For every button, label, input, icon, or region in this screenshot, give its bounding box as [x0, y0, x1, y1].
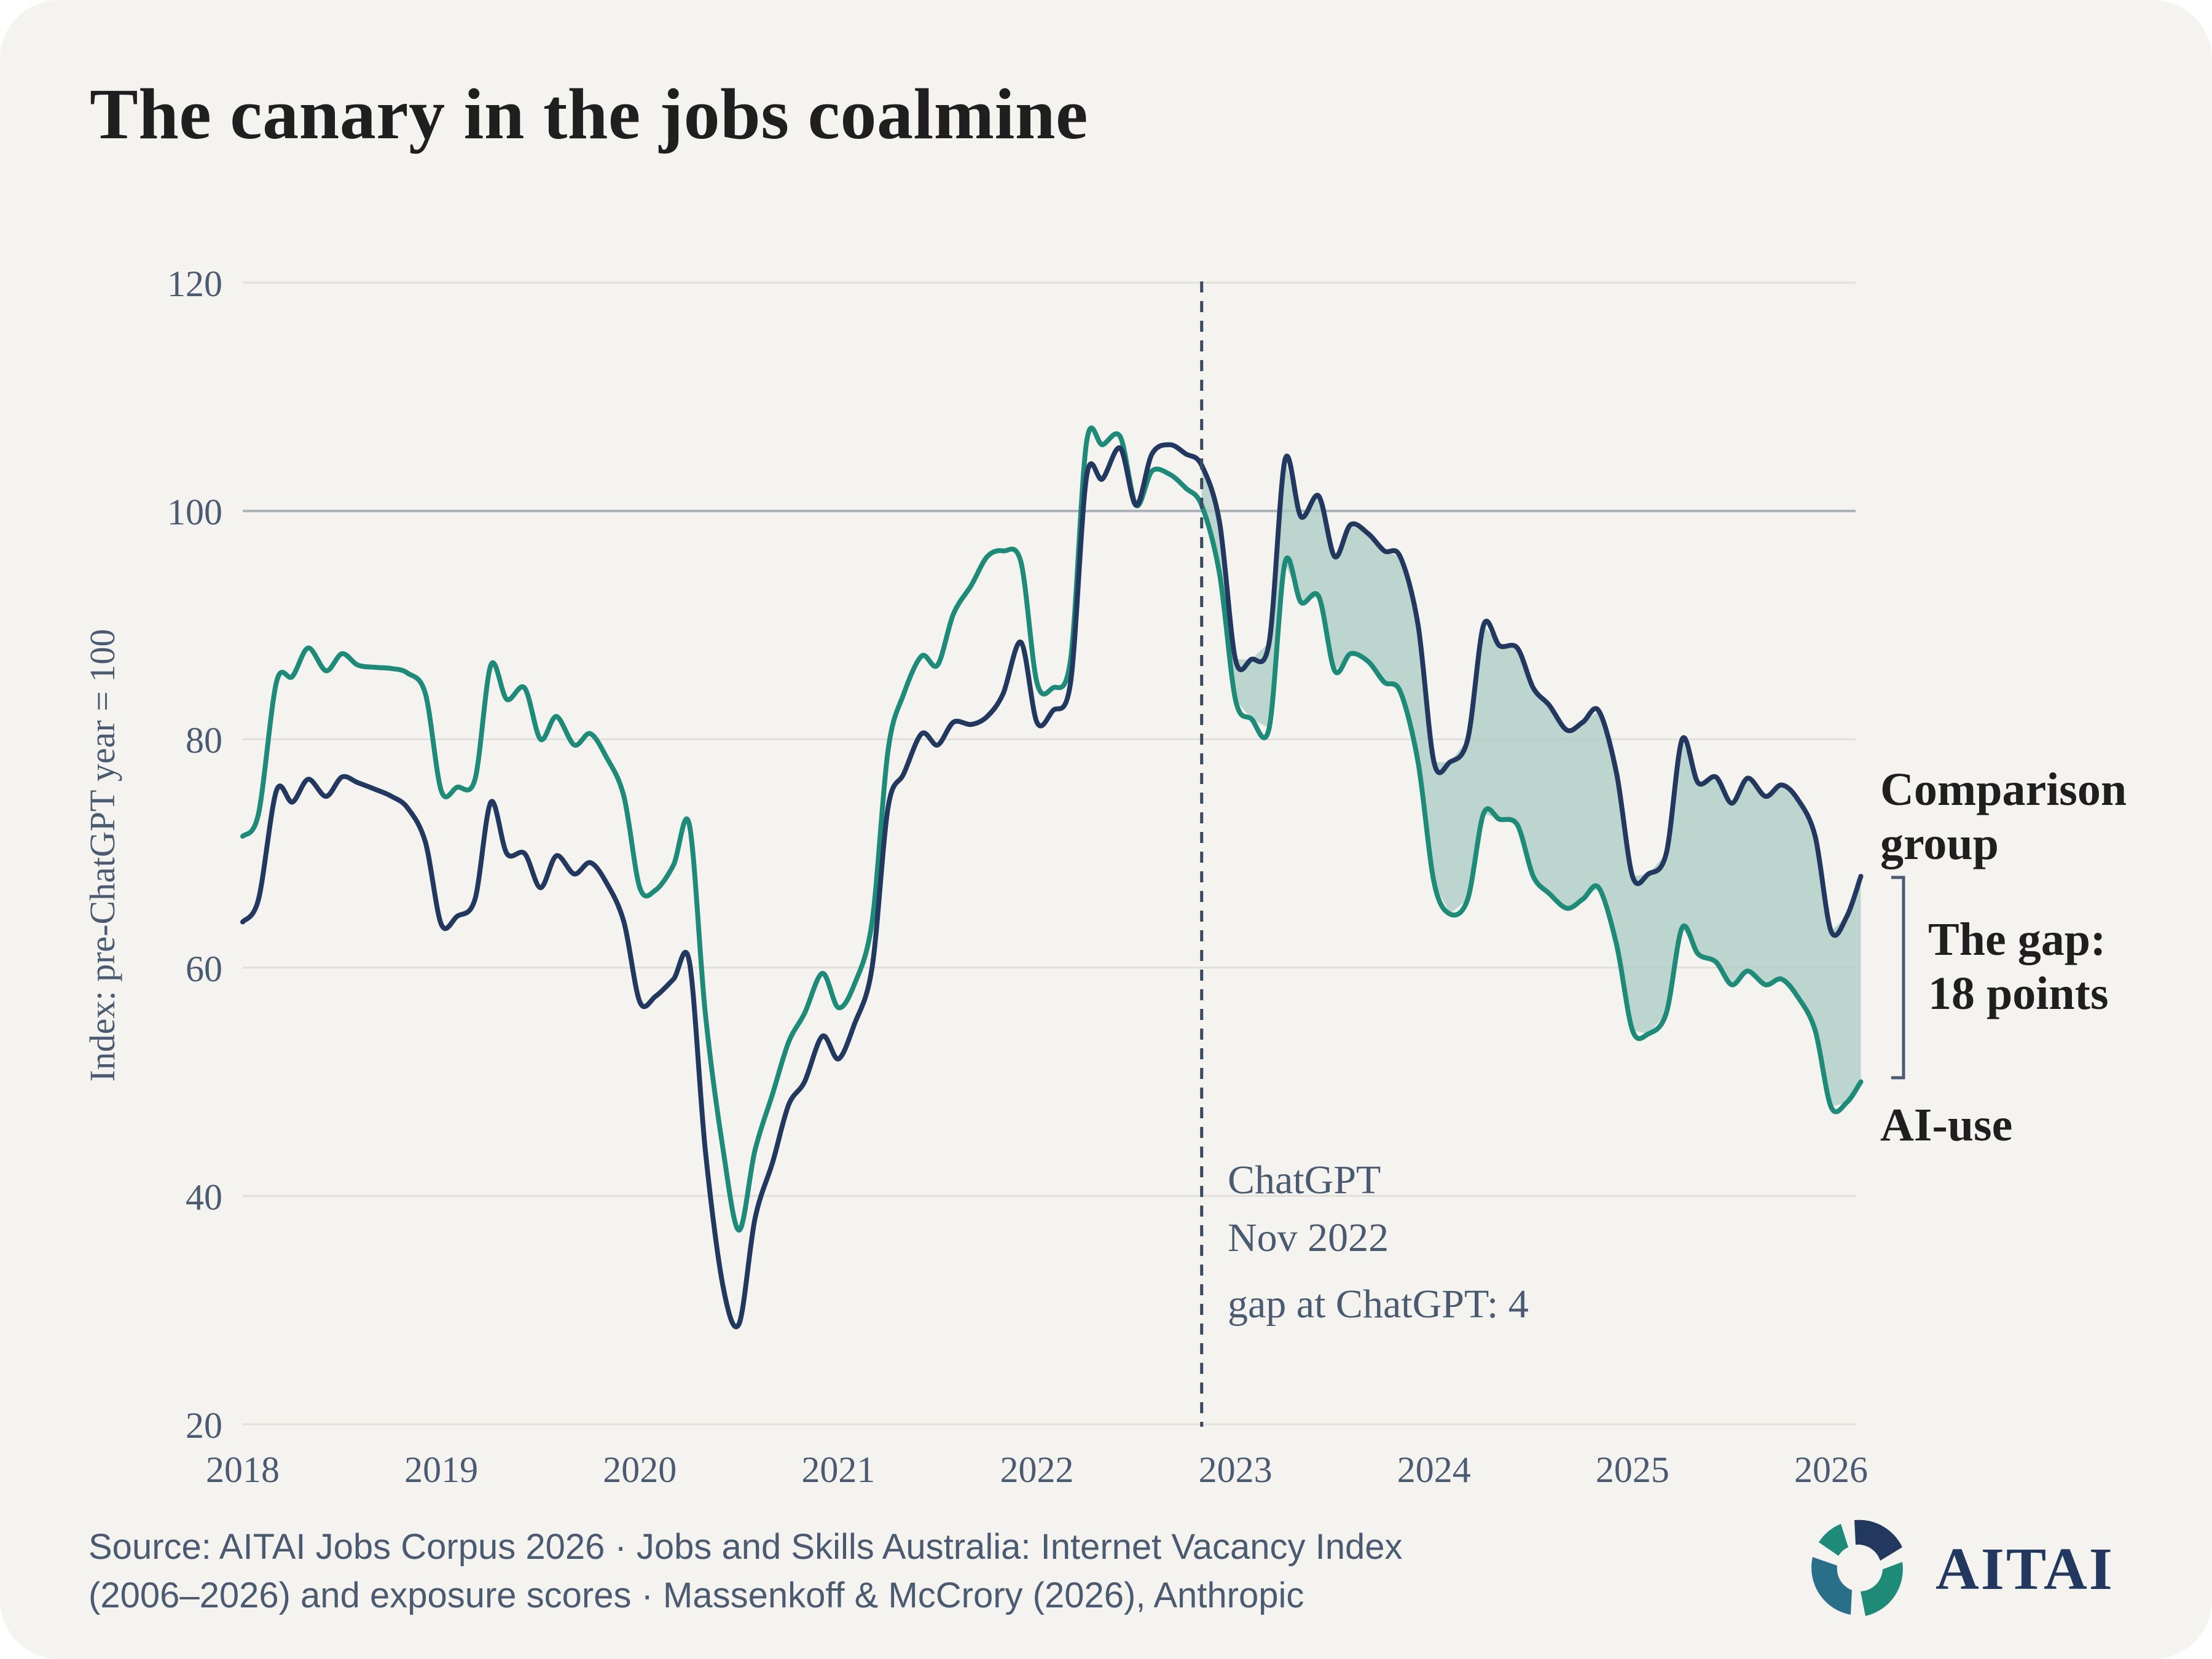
y-tick-label: 100	[167, 492, 222, 533]
x-tick-label: 2019	[404, 1449, 478, 1490]
series-line-comparison-group	[240, 442, 1864, 1330]
y-tick-label: 20	[186, 1405, 222, 1446]
y-tick-label: 60	[186, 949, 222, 989]
ai-use-label: AI-use	[1880, 1099, 2012, 1151]
series-lines	[240, 425, 1864, 1330]
grid-lines	[243, 281, 1856, 1426]
y-tick-label: 120	[167, 264, 222, 304]
y-tick-label: 40	[186, 1177, 222, 1217]
x-tick-label: 2023	[1199, 1449, 1273, 1490]
series-line-ai-use	[240, 425, 1864, 1233]
source-line-2: (2006–2026) and exposure scores · Massen…	[88, 1575, 1304, 1615]
gap-at-chatgpt-label: gap at ChatGPT: 4	[1228, 1282, 1529, 1327]
gap-label-line2: 18 points	[1928, 968, 2109, 1019]
y-tick-labels: 20 40 60 80 100 120	[167, 264, 222, 1446]
x-tick-label: 2026	[1794, 1449, 1868, 1490]
x-tick-label: 2021	[801, 1449, 875, 1490]
comparison-group-label-line1: Comparison	[1880, 764, 2127, 815]
y-axis-label: Index: pre-ChatGPT year = 100	[82, 629, 122, 1081]
gap-fill-area	[1201, 460, 1861, 1107]
y-tick-label: 80	[186, 720, 222, 761]
chart-title: The canary in the jobs coalmine	[90, 74, 1088, 154]
source-note: Source: AITAI Jobs Corpus 2026 · Jobs an…	[88, 1523, 1747, 1620]
aitai-logo-icon	[1811, 1520, 1907, 1616]
x-tick-label: 2024	[1397, 1449, 1471, 1490]
gap-fill-group	[1201, 460, 1861, 1107]
comparison-group-label-line2: group	[1880, 818, 1999, 869]
x-tick-label: 2020	[603, 1449, 677, 1490]
x-tick-label: 2022	[1000, 1449, 1074, 1490]
x-tick-label: 2025	[1596, 1449, 1669, 1490]
x-tick-labels: 2018 2019 2020 2021 2022 2023 2024 2025 2026	[206, 1449, 1868, 1490]
source-line-1: Source: AITAI Jobs Corpus 2026 · Jobs an…	[88, 1527, 1403, 1567]
x-tick-label: 2018	[206, 1449, 280, 1490]
chatgpt-label: ChatGPT	[1228, 1158, 1381, 1202]
aitai-logo-text: AITAI	[1936, 1536, 2114, 1602]
gap-bracket	[1891, 876, 1905, 1080]
gap-label-line1: The gap:	[1928, 914, 2106, 965]
chatgpt-date-label: Nov 2022	[1228, 1215, 1389, 1260]
